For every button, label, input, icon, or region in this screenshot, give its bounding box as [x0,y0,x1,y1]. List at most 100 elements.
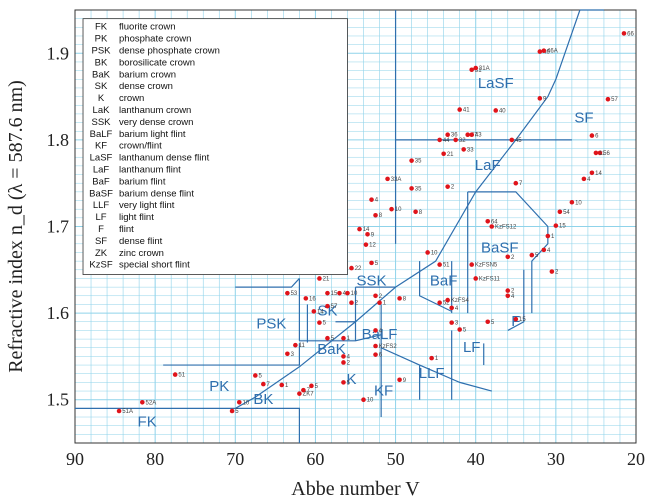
region-boundary-line [467,191,549,227]
data-point-label: 14 [317,309,324,315]
data-point-label: 8 [379,213,383,219]
data-point-label: 7 [519,181,523,187]
data-point [285,351,290,357]
legend-abbr: FK [95,22,108,33]
region-label: BaLF [362,326,398,343]
legend-abbr: LLF [93,200,110,211]
data-point-label: 35 [415,186,422,192]
data-point-label: 4 [511,294,515,300]
data-point [373,293,378,299]
data-point-label: 15 [519,317,526,323]
data-point-label: 14 [363,227,370,233]
data-point-label: 11 [299,343,306,349]
data-point [509,137,515,143]
data-point-label: 52A [146,400,157,406]
data-point [409,186,414,191]
data-point [437,137,442,143]
data-point [469,67,475,73]
data-point [325,335,330,341]
legend-desc: phosphate crown [119,34,191,45]
data-point [621,31,627,36]
data-point-label: 21 [323,276,330,282]
data-point-label: 2 [379,294,383,300]
data-point-label: 5 [491,320,495,326]
y-tick-label: 1.7 [47,217,70,237]
data-point [341,354,346,359]
data-point [116,408,122,414]
data-point [597,150,603,156]
data-point [589,133,595,138]
legend-abbr: LF [95,212,106,223]
data-point [473,65,479,71]
legend-desc: special short flint [119,260,190,271]
data-point-label: 12 [369,243,376,249]
legend-desc: fluorite crown [119,22,176,33]
legend-desc: barium light flint [119,129,186,140]
data-point [593,150,599,156]
legend-abbr: SSK [92,117,112,128]
data-point-label: 3 [455,321,459,327]
legend-box [82,18,348,275]
data-point [461,147,466,152]
data-point-label: 15 [559,224,566,230]
y-tick-label: 1.6 [47,303,70,323]
data-point [541,247,547,253]
data-point [449,305,454,311]
data-point [303,296,309,301]
region-label: PSK [256,316,286,333]
data-point-label: 6 [379,353,383,359]
data-point-label: 8 [419,210,423,216]
data-point [373,343,378,349]
data-point [361,397,366,403]
data-point-label: 4 [587,177,591,183]
data-point [457,327,462,332]
data-point [317,320,322,325]
data-point-label: KzFS11 [479,276,501,282]
legend-abbr: LaK [93,105,111,116]
data-point [505,288,511,293]
data-point [445,132,450,138]
data-point [357,226,362,232]
glass-region-boundaries [75,9,604,443]
data-point [505,254,511,260]
data-point-label: 2 [511,255,515,261]
legend-desc: crown [119,93,144,104]
plot-frame [74,9,637,444]
legend-abbr: LaF [93,164,110,175]
data-point [513,180,519,186]
region-label: BaSF [481,239,519,256]
data-point [569,199,575,205]
legend-desc: light flint [119,212,154,223]
data-point [301,387,306,393]
data-point-label: 46 [543,50,550,56]
data-point [429,355,434,361]
legend-abbr: KzSF [89,260,112,271]
data-point [493,108,499,113]
data-point-label: ZK7 [303,392,315,398]
legend-desc: barium dense flint [119,188,194,199]
legend-desc: lanthanum dense flint [119,153,210,164]
data-point [489,224,495,229]
data-point [325,303,330,309]
region-label: LLF [419,365,445,382]
data-point [341,360,346,365]
data-point-label: 4 [375,198,379,204]
data-point [529,252,535,258]
region-label: BK [253,391,273,408]
data-point-label: KzFSN5 [475,263,498,269]
data-point [605,96,611,102]
legend-desc: dense flint [119,236,163,247]
data-point-label: 35 [415,159,422,165]
region-label: LaSF [478,75,514,92]
data-point-label: 31 [475,68,482,74]
data-point [385,176,390,182]
data-point-label: 15 [331,291,338,297]
data-point [553,223,559,228]
data-point [485,319,491,325]
data-point [557,209,563,215]
legend-abbr: BaF [92,176,110,187]
data-point-label: 1 [435,356,439,362]
legend-desc: barium crown [119,69,176,80]
legend-abbr: PK [95,34,108,45]
